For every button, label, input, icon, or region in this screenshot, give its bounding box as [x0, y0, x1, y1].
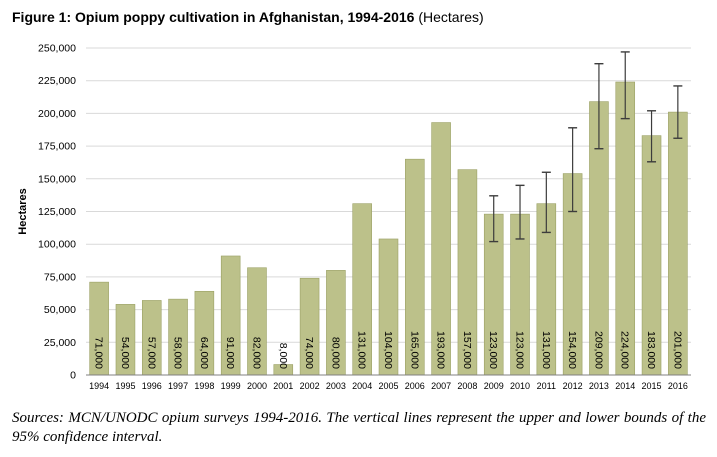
x-tick-label: 1995 — [115, 381, 135, 391]
x-tick-label: 2002 — [300, 381, 320, 391]
y-tick-label: 200,000 — [38, 108, 76, 120]
x-tick-label: 1999 — [221, 381, 241, 391]
x-tick-label: 2000 — [247, 381, 267, 391]
y-tick-label: 125,000 — [38, 206, 76, 218]
figure-unit: (Hectares) — [418, 9, 484, 25]
bar-value-label: 74,000 — [303, 337, 315, 369]
figure-title-line: Figure 1: Opium poppy cultivation in Afg… — [12, 9, 484, 25]
bar-value-label: 82,000 — [250, 337, 262, 369]
y-tick-label: 0 — [70, 370, 76, 382]
bar-value-label: 165,000 — [408, 331, 420, 369]
y-tick-label: 225,000 — [38, 75, 76, 87]
y-tick-label: 175,000 — [38, 141, 76, 153]
bar-value-label: 193,000 — [435, 331, 447, 369]
bar-value-label: 58,000 — [172, 337, 184, 369]
bar-value-label: 8,000 — [277, 343, 289, 369]
bar-value-label: 224,000 — [619, 331, 631, 369]
x-tick-label: 2010 — [510, 381, 530, 391]
x-tick-label: 2006 — [405, 381, 425, 391]
y-axis-label: Hectares — [17, 188, 29, 234]
x-tick-label: 1996 — [142, 381, 162, 391]
x-tick-label: 2014 — [615, 381, 635, 391]
x-tick-label: 2005 — [378, 381, 398, 391]
x-tick-label: 2001 — [273, 381, 293, 391]
x-tick-label: 2011 — [537, 381, 556, 391]
x-tick-label: 2003 — [326, 381, 346, 391]
bar-value-label: 209,000 — [592, 331, 604, 369]
y-tick-label: 150,000 — [38, 173, 76, 185]
bar-value-label: 71,000 — [93, 337, 105, 369]
bar-value-label: 123,000 — [514, 331, 526, 369]
bar-value-label: 157,000 — [461, 331, 473, 369]
y-tick-label: 100,000 — [38, 239, 76, 251]
y-tick-label: 25,000 — [44, 337, 76, 349]
x-tick-label: 2012 — [563, 381, 583, 391]
x-tick-label: 2013 — [589, 381, 609, 391]
bar-value-label: 201,000 — [671, 331, 683, 369]
y-tick-label: 75,000 — [44, 271, 76, 283]
bar-value-label: 183,000 — [645, 331, 657, 369]
y-tick-label: 250,000 — [38, 43, 76, 55]
source-note: Sources: MCN/UNODC opium surveys 1994-20… — [12, 410, 706, 445]
bar-value-label: 91,000 — [224, 337, 236, 369]
bar-chart: 0 25,000 50,000 75,000 100,000 125,000 150,000… — [17, 43, 691, 391]
bar-value-label: 80,000 — [329, 337, 341, 369]
y-tick-label: 50,000 — [44, 304, 76, 316]
x-tick-label: 2009 — [484, 381, 504, 391]
bar-value-label: 154,000 — [566, 331, 578, 369]
x-tick-label: 1998 — [194, 381, 214, 391]
x-tick-label: 2015 — [642, 381, 662, 391]
x-tick-label: 2016 — [668, 381, 688, 391]
bar-value-label: 123,000 — [487, 331, 499, 369]
x-tick-label: 1997 — [168, 381, 188, 391]
bar-value-label: 64,000 — [198, 337, 210, 369]
figure-title: Figure 1: Opium poppy cultivation in Afg… — [12, 9, 415, 25]
bar-value-label: 54,000 — [119, 337, 131, 369]
bar-value-label: 104,000 — [382, 331, 394, 369]
bar-value-label: 57,000 — [145, 337, 157, 369]
bar-value-label: 131,000 — [540, 331, 552, 369]
x-tick-label: 2004 — [352, 381, 372, 391]
x-tick-label: 1994 — [89, 381, 109, 391]
x-tick-label: 2008 — [457, 381, 477, 391]
bar-value-label: 131,000 — [356, 331, 368, 369]
x-tick-label: 2007 — [431, 381, 451, 391]
